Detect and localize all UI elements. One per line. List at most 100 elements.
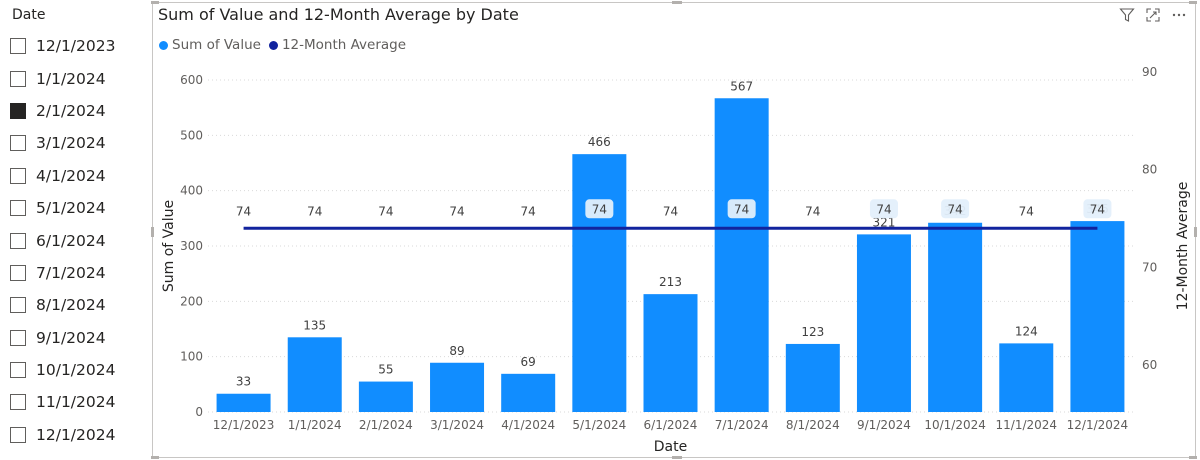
x-tick-label: 8/1/2024 [786,418,840,432]
checkbox[interactable] [10,200,26,217]
line-data-label: 74 [1019,204,1034,218]
checkbox[interactable] [10,426,26,443]
line-data-label: 74 [805,204,820,218]
y2-tick-label: 60 [1142,358,1157,372]
checkbox[interactable] [10,394,26,411]
slicer-item-label: 2/1/2024 [36,101,106,120]
checkbox-checked[interactable] [10,102,26,119]
bar-data-label: 55 [378,363,393,377]
x-tick-label: 6/1/2024 [644,418,698,432]
checkbox[interactable] [10,329,26,346]
bar[interactable] [999,343,1054,412]
line-data-label: 74 [307,204,322,218]
slicer-item[interactable]: 9/1/2024 [10,322,115,354]
line-data-label-box [727,199,756,219]
bar[interactable] [785,343,840,412]
slicer-item[interactable]: 5/1/2024 [10,192,115,224]
slicer-item[interactable]: 7/1/2024 [10,257,115,289]
x-tick-label: 2/1/2024 [359,418,413,432]
line-data-label: 74 [236,204,251,218]
resize-handle-top-right[interactable] [1189,1,1197,4]
resize-handle-right[interactable] [1194,227,1197,237]
y-tick-label: 600 [180,73,203,87]
resize-handle-left[interactable] [151,227,154,237]
y2-tick-label: 90 [1142,65,1157,79]
y-tick-label: 400 [180,184,203,198]
resize-handle-top[interactable] [672,1,682,4]
line-data-label-box [585,199,614,219]
line-data-label-box [1083,199,1112,219]
slicer-item[interactable]: 12/1/2023 [10,30,115,62]
line-data-label: 74 [449,204,464,218]
slicer-item-label: 10/1/2024 [36,361,116,380]
slicer-list: 12/1/2023 1/1/2024 2/1/2024 3/1/2024 4/1/202… [10,30,115,451]
line-data-label: 74 [1090,202,1105,216]
slicer-item[interactable]: 8/1/2024 [10,289,115,321]
filter-icon[interactable] [1119,7,1135,23]
more-options-icon[interactable] [1171,7,1187,23]
slicer-item[interactable]: 11/1/2024 [10,386,115,418]
y-axis-title: Sum of Value [161,200,177,292]
line-data-label: 74 [876,202,891,216]
checkbox[interactable] [10,264,26,281]
bar-data-label: 89 [449,344,464,358]
slicer-item-label: 12/1/2023 [36,37,116,56]
checkbox[interactable] [10,232,26,249]
x-tick-label: 5/1/2024 [572,418,626,432]
legend-item-12-month-average[interactable]: 12-Month Average [268,37,406,53]
checkbox[interactable] [10,167,26,184]
date-slicer: Date 12/1/2023 1/1/2024 2/1/2024 3/1/2024 4/… [0,0,140,460]
resize-handle-top-left[interactable] [151,1,159,4]
legend-marker [159,40,168,50]
checkbox[interactable] [10,38,26,55]
x-tick-label: 1/1/2024 [288,418,342,432]
checkbox[interactable] [10,362,26,379]
visual-header [1119,7,1187,23]
chart-plot-area: 0 100 200 300 400 500 600 60 70 80 90 33 135 55 89 69 46… [161,65,1191,455]
bar-data-label: 123 [801,325,824,339]
checkbox[interactable] [10,70,26,87]
bar[interactable] [216,393,271,412]
bar[interactable] [501,373,556,412]
bar[interactable] [1070,221,1125,412]
resize-handle-bottom-right[interactable] [1189,456,1197,459]
x-axis-title: Date [654,439,687,455]
focus-mode-icon[interactable] [1145,7,1161,23]
checkbox[interactable] [10,297,26,314]
bar-data-label: 69 [521,355,536,369]
bar[interactable] [430,362,485,412]
slicer-item-label: 6/1/2024 [36,231,106,250]
slicer-item[interactable]: 1/1/2024 [10,62,115,94]
y-tick-label: 200 [180,294,203,308]
bar[interactable] [358,381,413,412]
y2-tick-label: 70 [1142,260,1157,274]
bar-data-label: 124 [1015,324,1038,338]
slicer-item-label: 11/1/2024 [36,393,116,412]
slicer-item[interactable]: 4/1/2024 [10,160,115,192]
resize-handle-bottom[interactable] [672,456,682,459]
slicer-item-label: 12/1/2024 [36,425,116,444]
line-data-label: 74 [378,204,393,218]
bar[interactable] [856,234,911,412]
line-data-label: 74 [947,202,962,216]
line-data-label: 74 [734,202,749,216]
bar[interactable] [643,294,698,412]
x-tick-label: 11/1/2024 [996,418,1058,432]
line-data-label-box [869,199,898,219]
bar[interactable] [572,154,627,412]
slicer-item[interactable]: 12/1/2024 [10,419,115,451]
slicer-item[interactable]: 6/1/2024 [10,224,115,256]
chart-visual[interactable]: Sum of Value and 12-Month Average by Dat… [151,1,1197,459]
y2-axis-title: 12-Month Average [1175,182,1191,311]
bar[interactable] [928,222,983,412]
line-data-label: 74 [521,204,536,218]
slicer-item[interactable]: 3/1/2024 [10,127,115,159]
bar[interactable] [714,98,769,412]
bar[interactable] [287,337,342,412]
legend-marker [268,40,278,50]
legend-item-sum-of-value[interactable]: Sum of Value [159,37,261,53]
checkbox[interactable] [10,135,26,152]
slicer-item[interactable]: 10/1/2024 [10,354,115,386]
slicer-item[interactable]: 2/1/2024 [10,95,115,127]
resize-handle-bottom-left[interactable] [151,456,159,459]
